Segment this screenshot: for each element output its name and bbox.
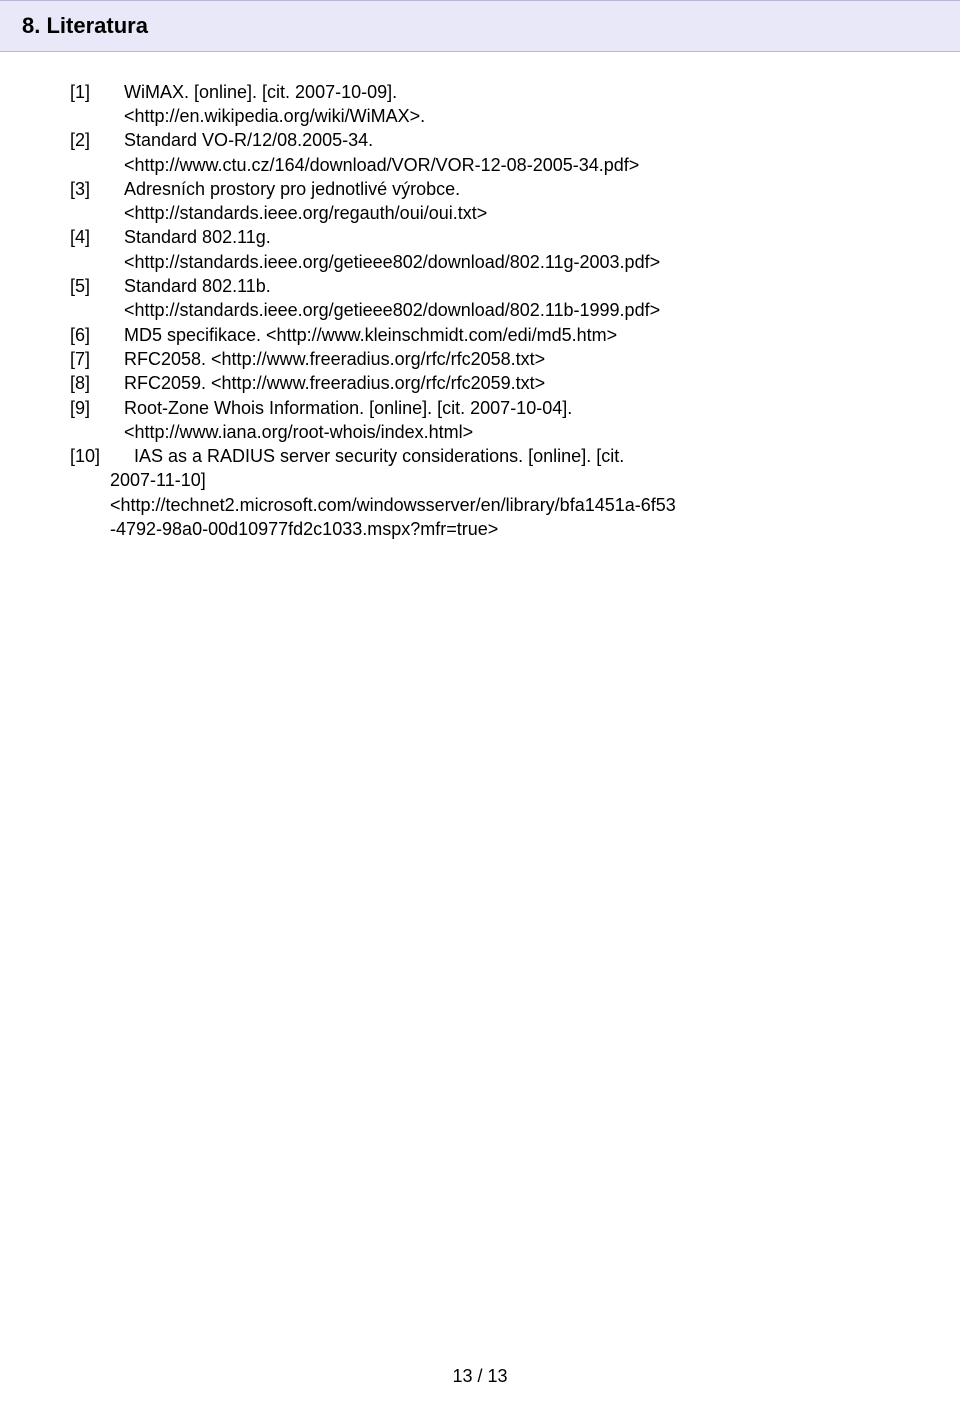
reference-text: Standard 802.11g. xyxy=(124,225,912,249)
reference-number: [7] xyxy=(70,347,124,371)
reference-item: [10] IAS as a RADIUS server security con… xyxy=(70,444,912,468)
reference-continuation: <http://www.iana.org/root-whois/index.ht… xyxy=(70,420,912,444)
reference-item: [8] RFC2059. <http://www.freeradius.org/… xyxy=(70,371,912,395)
reference-text: WiMAX. [online]. [cit. 2007-10-09]. xyxy=(124,80,912,104)
reference-text: Standard 802.11b. xyxy=(124,274,912,298)
reference-item: [3] Adresních prostory pro jednotlivé vý… xyxy=(70,177,912,201)
reference-continuation: <http://standards.ieee.org/regauth/oui/o… xyxy=(70,201,912,225)
reference-item: [7] RFC2058. <http://www.freeradius.org/… xyxy=(70,347,912,371)
reference-item: [2] Standard VO-R/12/08.2005-34. xyxy=(70,128,912,152)
reference-number: [1] xyxy=(70,80,124,104)
reference-text: RFC2059. <http://www.freeradius.org/rfc/… xyxy=(124,371,912,395)
reference-number: [3] xyxy=(70,177,124,201)
reference-item: [6] MD5 specifikace. <http://www.kleinsc… xyxy=(70,323,912,347)
reference-item: [5] Standard 802.11b. xyxy=(70,274,912,298)
reference-text: RFC2058. <http://www.freeradius.org/rfc/… xyxy=(124,347,912,371)
reference-number: [10] xyxy=(70,444,124,468)
reference-continuation: <http://standards.ieee.org/getieee802/do… xyxy=(70,298,912,322)
reference-item: [4] Standard 802.11g. xyxy=(70,225,912,249)
reference-text: Root-Zone Whois Information. [online]. [… xyxy=(124,396,912,420)
section-heading: 8. Literatura xyxy=(0,0,960,52)
reference-continuation: <http://www.ctu.cz/164/download/VOR/VOR-… xyxy=(70,153,912,177)
reference-text: Standard VO-R/12/08.2005-34. xyxy=(124,128,912,152)
reference-continuation: 2007-11-10] xyxy=(70,468,912,492)
reference-item: [9] Root-Zone Whois Information. [online… xyxy=(70,396,912,420)
references-block: [1] WiMAX. [online]. [cit. 2007-10-09]. … xyxy=(0,52,960,542)
reference-continuation: <http://standards.ieee.org/getieee802/do… xyxy=(70,250,912,274)
reference-number: [9] xyxy=(70,396,124,420)
reference-number: [6] xyxy=(70,323,124,347)
reference-text: IAS as a RADIUS server security consider… xyxy=(124,444,912,468)
reference-continuation: -4792-98a0-00d10977fd2c1033.mspx?mfr=tru… xyxy=(70,517,912,541)
reference-text: MD5 specifikace. <http://www.kleinschmid… xyxy=(124,323,912,347)
page-number: 13 / 13 xyxy=(0,1364,960,1388)
reference-number: [2] xyxy=(70,128,124,152)
reference-number: [8] xyxy=(70,371,124,395)
reference-item: [1] WiMAX. [online]. [cit. 2007-10-09]. xyxy=(70,80,912,104)
reference-number: [5] xyxy=(70,274,124,298)
reference-continuation: <http://technet2.microsoft.com/windowsse… xyxy=(70,493,912,517)
reference-number: [4] xyxy=(70,225,124,249)
reference-text: Adresních prostory pro jednotlivé výrobc… xyxy=(124,177,912,201)
reference-continuation: <http://en.wikipedia.org/wiki/WiMAX>. xyxy=(70,104,912,128)
